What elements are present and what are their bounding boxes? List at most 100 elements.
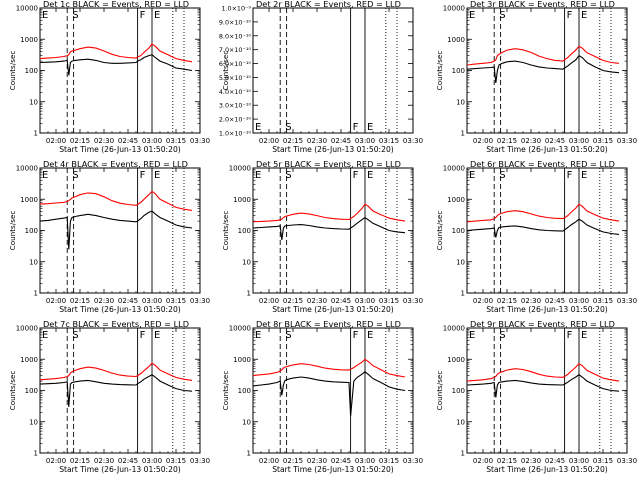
x-tick-label: 02:30 [521, 297, 541, 305]
x-tick-label: 03:30 [403, 137, 423, 145]
panel-1: Det 1c BLACK = Events, RED = LLD 02:00 02:… [8, 0, 210, 154]
event-letter: E [581, 10, 587, 21]
x-tick-label: 02:15 [70, 137, 90, 145]
y-tick-label: 1 [461, 450, 465, 458]
event-letter: S [285, 122, 291, 133]
events-series-line [466, 218, 620, 238]
panel-5: Det 5r BLACK = Events, RED = LLD 02:00 02:… [221, 159, 423, 314]
y-tick-label: 100 [452, 387, 465, 395]
y-tick-label: 1000 [20, 196, 38, 204]
events-series-line [466, 374, 620, 398]
event-letter: F [353, 122, 359, 133]
x-tick-label: 02:15 [70, 457, 90, 465]
event-letter: S [72, 330, 78, 341]
x-axis-label: Start Time (26-Jun-13 01:50:20) [59, 465, 181, 474]
plot-frame [252, 7, 414, 134]
y-tick-label: 100 [25, 67, 38, 75]
panel-title: Det 4r BLACK = Events, RED = LLD [43, 159, 188, 169]
y-tick-label: 10000 [443, 5, 465, 13]
event-letter: S [499, 170, 505, 181]
event-letter: E [469, 10, 475, 21]
event-letter: F [567, 10, 573, 21]
events-series-line [252, 216, 406, 240]
y-tick-label: 1000 [447, 36, 465, 44]
panel-title: Det 8r BLACK = Events, RED = LLD [256, 319, 401, 329]
x-axis-label: Start Time (26-Jun-13 01:50:20) [272, 305, 394, 314]
x-tick-label: 02:30 [307, 137, 327, 145]
y-tick-label: 1.0×10⁻⁹ [221, 5, 251, 13]
y-tick-label: 10 [456, 258, 465, 266]
x-tick-label: 03:00 [355, 137, 375, 145]
x-tick-label: 02:00 [46, 137, 66, 145]
x-tick-label: 03:00 [142, 137, 162, 145]
x-axis-label: Start Time (26-Jun-13 01:50:20) [272, 145, 394, 154]
events-series-line [39, 210, 193, 250]
panel-title: Det 6r BLACK = Events, RED = LLD [470, 159, 615, 169]
panel-2: Det 2r BLACK = Events, RED = LLD 02:00 02:… [219, 0, 423, 154]
event-letter: S [285, 330, 291, 341]
y-tick-label: 1 [34, 130, 38, 138]
x-tick-label: 02:00 [46, 457, 66, 465]
event-letter: E [42, 10, 48, 21]
y-tick-label: 7.0×10⁻¹⁰ [219, 46, 252, 54]
y-axis-label: Counts/sec [8, 51, 17, 91]
plot-frame [466, 327, 628, 454]
y-tick-label: 2.0×10⁻¹⁰ [219, 116, 252, 124]
events-series-line [39, 374, 193, 407]
x-tick-label: 02:15 [283, 457, 303, 465]
panel-title: Det 5r BLACK = Events, RED = LLD [256, 159, 401, 169]
y-tick-label: 100 [238, 387, 251, 395]
event-letter: E [581, 170, 587, 181]
event-letter: S [499, 330, 505, 341]
x-tick-label: 02:30 [94, 297, 114, 305]
y-tick-label: 10 [29, 258, 38, 266]
x-axis-label: Start Time (26-Jun-13 01:50:20) [59, 305, 181, 314]
y-axis-label: Counts/sec [435, 51, 444, 91]
y-tick-label: 10000 [443, 325, 465, 333]
x-tick-label: 03:30 [190, 457, 210, 465]
events-series-line [252, 370, 406, 417]
y-tick-label: 100 [452, 67, 465, 75]
x-tick-label: 02:45 [118, 457, 138, 465]
panel-title: Det 1c BLACK = Events, RED = LLD [43, 0, 189, 9]
y-tick-label: 10000 [16, 5, 38, 13]
y-tick-label: 10 [456, 98, 465, 106]
x-axis-label: Start Time (26-Jun-13 01:50:20) [59, 145, 181, 154]
x-tick-label: 02:15 [497, 297, 517, 305]
plot-frame [39, 327, 201, 454]
y-tick-label: 10 [242, 258, 251, 266]
y-tick-label: 8.0×10⁻¹⁰ [219, 32, 252, 40]
plot-frame [39, 7, 201, 134]
plot-frame [39, 167, 201, 294]
event-letter: F [353, 170, 359, 181]
y-tick-label: 5.0×10⁻¹⁰ [219, 74, 252, 82]
x-tick-label: 03:00 [142, 297, 162, 305]
y-tick-label: 1 [461, 130, 465, 138]
x-tick-label: 02:45 [331, 457, 351, 465]
event-letter: E [255, 330, 261, 341]
x-tick-label: 03:30 [617, 137, 637, 145]
x-tick-label: 03:00 [355, 297, 375, 305]
y-tick-label: 1000 [20, 356, 38, 364]
event-letter: S [72, 10, 78, 21]
lld-series-line [466, 45, 620, 66]
panel-title: Det 2r BLACK = Events, RED = LLD [256, 0, 401, 9]
event-letter: E [581, 330, 587, 341]
panel-9: Det 9r BLACK = Events, RED = LLD 02:00 02:… [435, 319, 637, 474]
x-tick-label: 02:00 [473, 457, 493, 465]
x-axis-label: Start Time (26-Jun-13 01:50:20) [486, 145, 608, 154]
panel-3: Det 3r BLACK = Events, RED = LLD 02:00 02:… [435, 0, 637, 154]
y-tick-label: 1000 [233, 196, 251, 204]
y-tick-label: 10 [456, 418, 465, 426]
x-tick-label: 02:30 [307, 457, 327, 465]
x-tick-label: 03:30 [617, 297, 637, 305]
x-axis-label: Start Time (26-Jun-13 01:50:20) [486, 465, 608, 474]
x-tick-label: 02:00 [473, 297, 493, 305]
lld-series-line [39, 362, 193, 381]
events-series-line [466, 54, 620, 83]
y-tick-label: 10 [29, 418, 38, 426]
x-tick-label: 03:00 [569, 137, 589, 145]
x-tick-label: 02:30 [307, 297, 327, 305]
event-letter: E [367, 330, 373, 341]
